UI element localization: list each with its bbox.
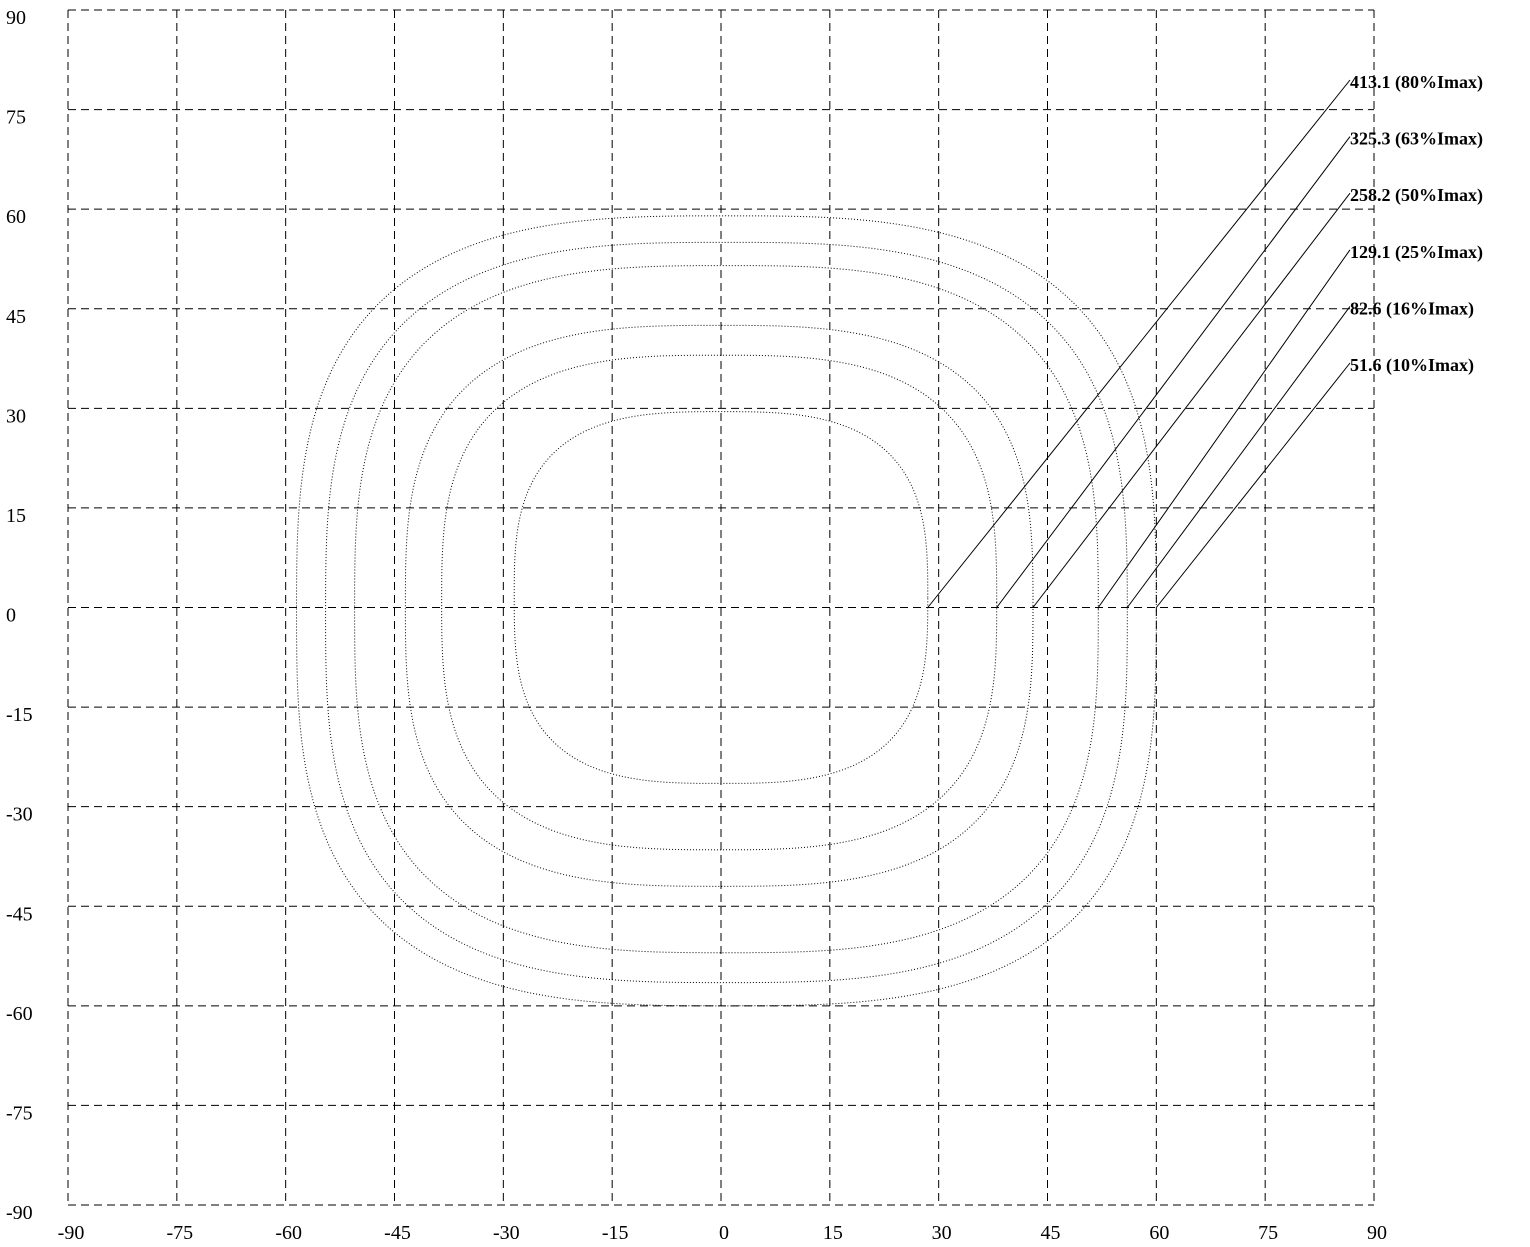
x-tick-label: -15 xyxy=(602,1222,629,1244)
leader-line xyxy=(1126,306,1351,608)
x-tick-label: -45 xyxy=(384,1222,411,1244)
x-tick-label: 60 xyxy=(1149,1222,1169,1244)
y-tick-label: 30 xyxy=(6,405,26,427)
x-tick-label: 15 xyxy=(823,1222,843,1244)
y-tick-label: 60 xyxy=(6,206,26,228)
contour-line xyxy=(404,324,1034,887)
x-tick-label: 90 xyxy=(1367,1222,1387,1244)
contour-label: 129.1 (25%Imax) xyxy=(1350,242,1483,263)
y-tick-label: 45 xyxy=(6,306,26,328)
leader-line xyxy=(1155,362,1351,608)
x-tick-label: 45 xyxy=(1041,1222,1061,1244)
contour-line xyxy=(513,411,929,784)
y-tick-label: -45 xyxy=(6,903,33,925)
y-tick-label: 90 xyxy=(6,7,26,29)
x-tick-label: -60 xyxy=(275,1222,302,1244)
y-tick-label: 0 xyxy=(6,605,16,627)
x-tick-label: -30 xyxy=(493,1222,520,1244)
contour-label: 51.6 (10%Imax) xyxy=(1350,355,1474,376)
grid xyxy=(67,9,1375,1206)
y-tick-label: -75 xyxy=(6,1102,33,1124)
contour-line xyxy=(296,215,1157,1007)
contour-label: 258.2 (50%Imax) xyxy=(1350,185,1483,206)
contour-label: 413.1 (80%Imax) xyxy=(1350,72,1483,93)
contour-line xyxy=(354,265,1099,954)
y-tick-label: 15 xyxy=(6,505,26,527)
x-axis-ticks: -90 -75 -60 -45 -30 -15 0 15 30 45 60 75 90 xyxy=(58,1222,1387,1244)
y-axis-ticks: 90 75 60 45 30 15 0 -15 -30 -45 -60 -75 -90 xyxy=(6,7,33,1224)
x-tick-label: -90 xyxy=(58,1222,85,1244)
y-tick-label: -60 xyxy=(6,1003,33,1025)
leader-line xyxy=(996,136,1351,608)
x-tick-label: 0 xyxy=(719,1222,729,1244)
contour-line xyxy=(325,241,1128,984)
y-tick-label: -15 xyxy=(6,704,33,726)
leader-lines xyxy=(927,79,1351,608)
y-tick-label: -90 xyxy=(6,1202,33,1224)
y-tick-label: 75 xyxy=(6,107,26,129)
contour-labels: 413.1 (80%Imax) 325.3 (63%Imax) 258.2 (50%… xyxy=(1350,72,1483,376)
x-tick-label: -75 xyxy=(166,1222,193,1244)
x-tick-label: 30 xyxy=(932,1222,952,1244)
y-tick-label: -30 xyxy=(6,804,33,826)
leader-line xyxy=(927,79,1351,608)
contour-line xyxy=(441,354,998,851)
leader-line xyxy=(1032,192,1351,608)
contour-label: 82.6 (16%Imax) xyxy=(1350,298,1474,319)
contours xyxy=(296,215,1157,1007)
contour-label: 325.3 (63%Imax) xyxy=(1350,129,1483,150)
leader-line xyxy=(1097,249,1351,608)
x-tick-label: 75 xyxy=(1258,1222,1278,1244)
